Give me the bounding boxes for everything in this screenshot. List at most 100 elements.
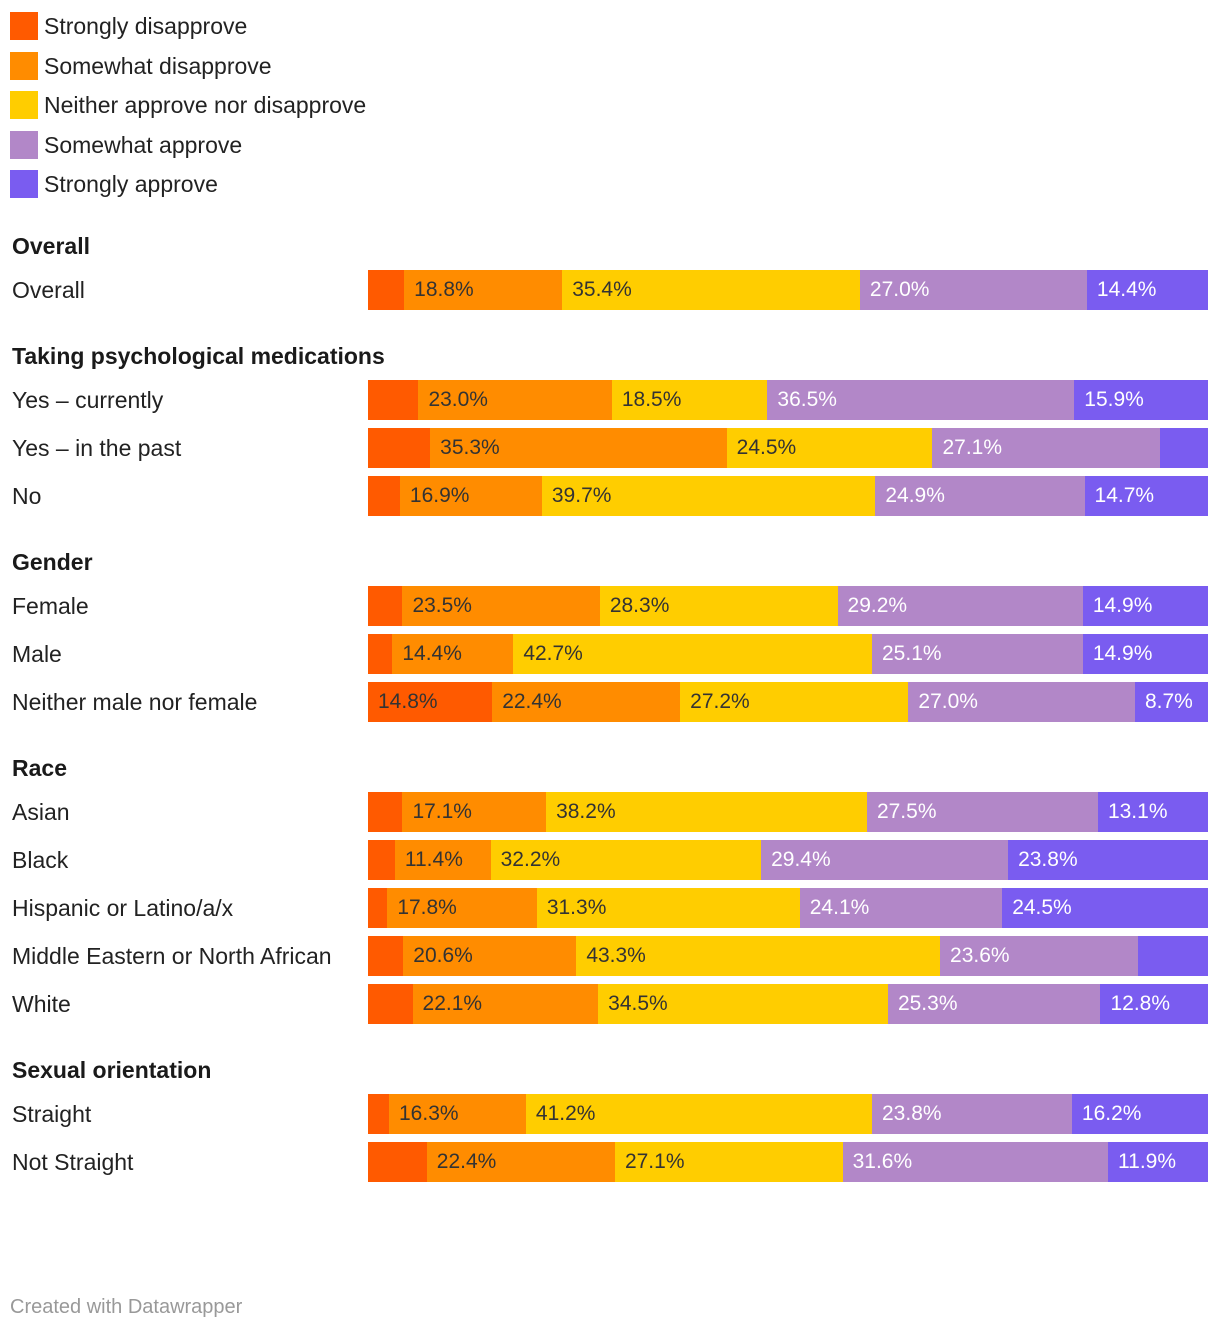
bar-segment-somewhat-disapprove: 18.8% xyxy=(404,270,563,310)
bar-segment-strongly-approve: 8.7% xyxy=(1134,682,1208,722)
bar-segment-somewhat-approve: 23.6% xyxy=(940,936,1139,976)
row-label: White xyxy=(12,991,71,1017)
row-label: Neither male nor female xyxy=(12,689,258,715)
data-label: 18.5% xyxy=(621,388,682,411)
row-label: Yes – currently xyxy=(12,387,164,413)
bar-segment-neither-approve-nor-disapprove: 39.7% xyxy=(541,476,876,516)
bar-segment-neither-approve-nor-disapprove: 24.5% xyxy=(726,428,933,468)
data-label: 16.3% xyxy=(399,1102,459,1125)
group-title-gender: Gender xyxy=(12,549,93,575)
row-label: Middle Eastern or North African xyxy=(12,943,332,969)
data-label: 17.8% xyxy=(397,896,457,919)
bar-segment-somewhat-disapprove: 23.5% xyxy=(402,586,600,626)
data-label: 13.1% xyxy=(1107,800,1168,823)
data-label: 38.2% xyxy=(556,800,616,823)
data-label: 11.9% xyxy=(1118,1150,1177,1173)
row-label: Not Straight xyxy=(12,1149,134,1175)
row-label: Hispanic or Latino/a/x xyxy=(12,895,234,921)
bar-segment-strongly-disapprove xyxy=(368,840,395,880)
bar-segment-strongly-approve: 14.9% xyxy=(1082,634,1208,674)
data-label: 25.3% xyxy=(897,992,958,1015)
group-title-overall: Overall xyxy=(12,233,90,259)
legend-swatch xyxy=(10,51,38,80)
row-label: Black xyxy=(12,847,69,873)
bar-white: 22.1% 34.5% 25.3% 12.8% xyxy=(368,984,1208,1024)
data-label: 11.4% xyxy=(404,848,463,871)
bar-segment-neither-approve-nor-disapprove: 34.5% xyxy=(598,984,888,1024)
row-label: Female xyxy=(12,593,89,619)
data-label: 22.1% xyxy=(422,992,483,1015)
row-label: Asian xyxy=(12,799,70,825)
bar-segment-somewhat-approve: 29.2% xyxy=(837,586,1083,626)
bar-segment-somewhat-approve: 36.5% xyxy=(767,380,1075,420)
data-label: 35.4% xyxy=(572,278,632,301)
bar-segment-strongly-approve: 14.4% xyxy=(1086,270,1208,310)
data-label: 24.9% xyxy=(885,484,945,507)
data-label: 14.9% xyxy=(1092,594,1153,617)
bar-segment-somewhat-approve: 27.0% xyxy=(859,270,1087,310)
data-label: 14.4% xyxy=(1096,278,1157,301)
data-label: 27.0% xyxy=(869,278,930,301)
data-label: 23.8% xyxy=(1018,848,1078,871)
data-label: 23.6% xyxy=(950,944,1010,967)
bar-black: 11.4% 32.2% 29.4% 23.8% xyxy=(368,840,1208,880)
bar-no: 16.9% 39.7% 24.9% 14.7% xyxy=(368,476,1208,516)
bar-segment-strongly-approve: 11.9% xyxy=(1108,1142,1208,1182)
bar-hispanic-or-latino-a-x: 17.8% 31.3% 24.1% 24.5% xyxy=(368,888,1208,928)
row-label: Yes – in the past xyxy=(12,435,182,461)
row-label: Straight xyxy=(12,1101,92,1127)
bar-segment-strongly-disapprove xyxy=(368,792,403,832)
bar-segment-strongly-approve: 14.9% xyxy=(1082,586,1208,626)
bar-segment-strongly-approve: 12.8% xyxy=(1100,984,1208,1024)
bar-segment-somewhat-disapprove: 17.1% xyxy=(402,792,547,832)
bar-segment-strongly-approve: 24.5% xyxy=(1002,888,1208,928)
bar-segment-strongly-approve: 14.7% xyxy=(1084,476,1208,516)
bar-segment-somewhat-approve: 27.0% xyxy=(908,682,1135,722)
data-label: 31.3% xyxy=(546,896,607,919)
data-label: 22.4% xyxy=(502,690,562,713)
data-label: 23.5% xyxy=(412,594,472,617)
legend-label: Neither approve nor disapprove xyxy=(44,92,367,118)
bar-segment-strongly-approve xyxy=(1138,936,1208,976)
bar-segment-somewhat-disapprove: 20.6% xyxy=(403,936,577,976)
row-label: Male xyxy=(12,641,62,667)
bar-segment-neither-approve-nor-disapprove: 42.7% xyxy=(513,634,872,674)
bar-segment-somewhat-approve: 23.8% xyxy=(872,1094,1072,1134)
bar-segment-strongly-approve: 23.8% xyxy=(1008,840,1208,880)
data-label: 25.1% xyxy=(882,642,942,665)
bar-segment-strongly-disapprove xyxy=(368,634,393,674)
bar-segment-somewhat-disapprove: 22.4% xyxy=(492,682,681,722)
data-label: 27.1% xyxy=(942,436,1003,459)
legend-label: Strongly disapprove xyxy=(44,13,248,39)
data-label: 15.9% xyxy=(1084,388,1144,411)
bar-segment-strongly-approve xyxy=(1160,428,1208,468)
bar-segment-strongly-disapprove xyxy=(368,1094,389,1134)
bar-segment-somewhat-approve: 24.1% xyxy=(799,888,1003,928)
bar-segment-strongly-approve: 16.2% xyxy=(1071,1094,1208,1134)
bar-segment-somewhat-approve: 25.3% xyxy=(887,984,1101,1024)
data-label: 23.0% xyxy=(428,388,488,411)
bar-overall: 18.8% 35.4% 27.0% 14.4% xyxy=(368,270,1208,310)
bar-segment-neither-approve-nor-disapprove: 27.1% xyxy=(614,1142,843,1182)
data-label: 27.2% xyxy=(690,690,750,713)
legend-label: Strongly approve xyxy=(44,171,218,197)
bar-segment-strongly-disapprove xyxy=(368,936,404,976)
row-label: Overall xyxy=(12,277,85,303)
bar-segment-strongly-disapprove xyxy=(368,984,413,1024)
group-title-race: Race xyxy=(12,755,67,781)
group-title-sexual-orientation: Sexual orientation xyxy=(12,1057,212,1083)
bar-segment-somewhat-disapprove: 14.4% xyxy=(392,634,514,674)
bar-not-straight: 22.4% 27.1% 31.6% 11.9% xyxy=(368,1142,1208,1182)
data-label: 29.4% xyxy=(771,848,831,871)
footer-credit: Created with Datawrapper xyxy=(10,1296,243,1318)
data-label: 43.3% xyxy=(586,944,646,967)
bar-segment-somewhat-disapprove: 23.0% xyxy=(418,380,612,420)
data-label: 16.9% xyxy=(409,484,470,507)
bar-segment-somewhat-disapprove: 17.8% xyxy=(387,888,537,928)
bar-segment-neither-approve-nor-disapprove: 28.3% xyxy=(599,586,838,626)
bar-neither-male-nor-female: 14.8% 22.4% 27.2% 27.0% 8.7% xyxy=(368,682,1208,722)
data-label: 24.5% xyxy=(1012,896,1072,919)
group-title-taking-psychological-medications: Taking psychological medications xyxy=(12,343,385,369)
data-label: 32.2% xyxy=(500,848,561,871)
data-label: 23.8% xyxy=(882,1102,942,1125)
